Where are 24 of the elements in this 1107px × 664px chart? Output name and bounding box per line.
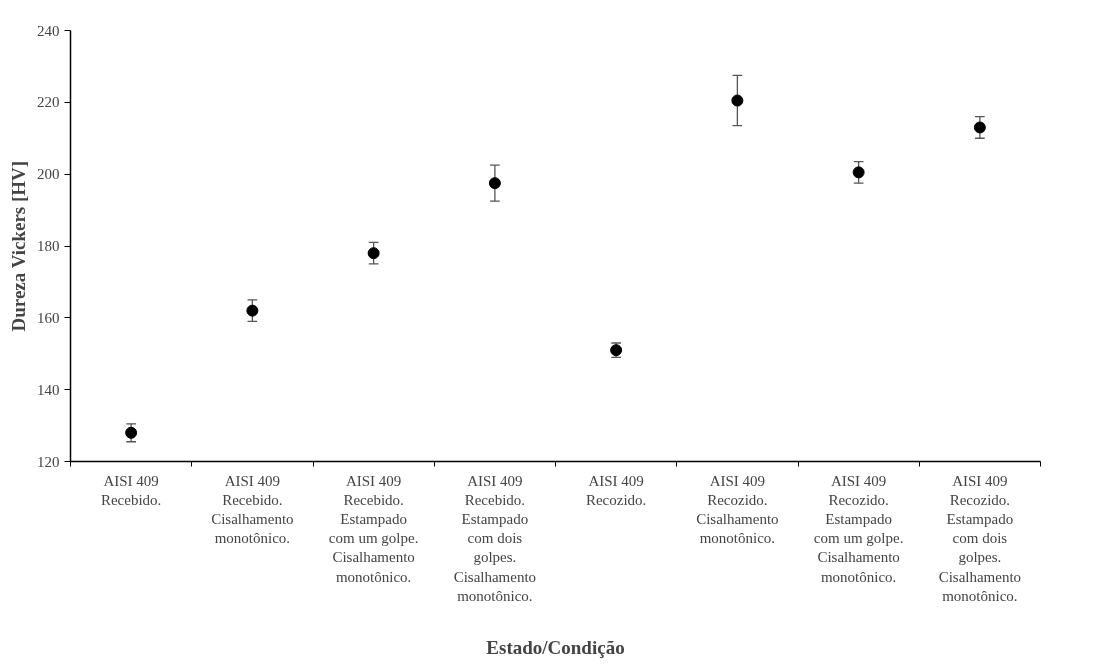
x-tick-label: AISI 409 Recozido. bbox=[585, 472, 647, 508]
point bbox=[973, 121, 986, 134]
y-tick-label: 220 bbox=[37, 94, 60, 111]
point bbox=[367, 247, 380, 260]
x-tick-label: AISI 409 Recozido. Estampado com um golpe. Cisalhamento monotônico. bbox=[813, 472, 904, 585]
point bbox=[125, 426, 138, 439]
x-tick-label: AISI 409 Recebido. Estampado com um golpe. Cisalhamento monotônico. bbox=[328, 472, 419, 585]
y-tick-label: 120 bbox=[37, 453, 60, 470]
point bbox=[488, 177, 501, 190]
point bbox=[731, 94, 744, 107]
point bbox=[246, 304, 259, 317]
y-tick-label: 180 bbox=[37, 238, 60, 254]
x-axis-title: Estado/Condição bbox=[486, 636, 625, 658]
point bbox=[852, 166, 865, 179]
y-tick-label: 160 bbox=[37, 309, 60, 326]
y-tick-label: 140 bbox=[37, 381, 60, 398]
y-tick-label: 240 bbox=[37, 22, 60, 39]
x-tick-label: AISI 409 Recebido. bbox=[100, 472, 162, 508]
y-axis-title: Dureza Vickers [HV] bbox=[8, 160, 29, 332]
x-tick-label: AISI 409 Recebido. Estampado com dois golpes. Cisalhamento monotônico. bbox=[453, 472, 537, 604]
x-tick-label: AISI 409 Recebido. Cisalhamento monotônico. bbox=[211, 472, 294, 547]
y-tick-label: 200 bbox=[37, 166, 60, 183]
x-tick-label: AISI 409 Recozido. Cisalhamento monotônico. bbox=[696, 472, 779, 547]
x-tick-label: AISI 409 Recozido. Estampado com dois golpes. Cisalhamento monotônico. bbox=[938, 472, 1022, 604]
